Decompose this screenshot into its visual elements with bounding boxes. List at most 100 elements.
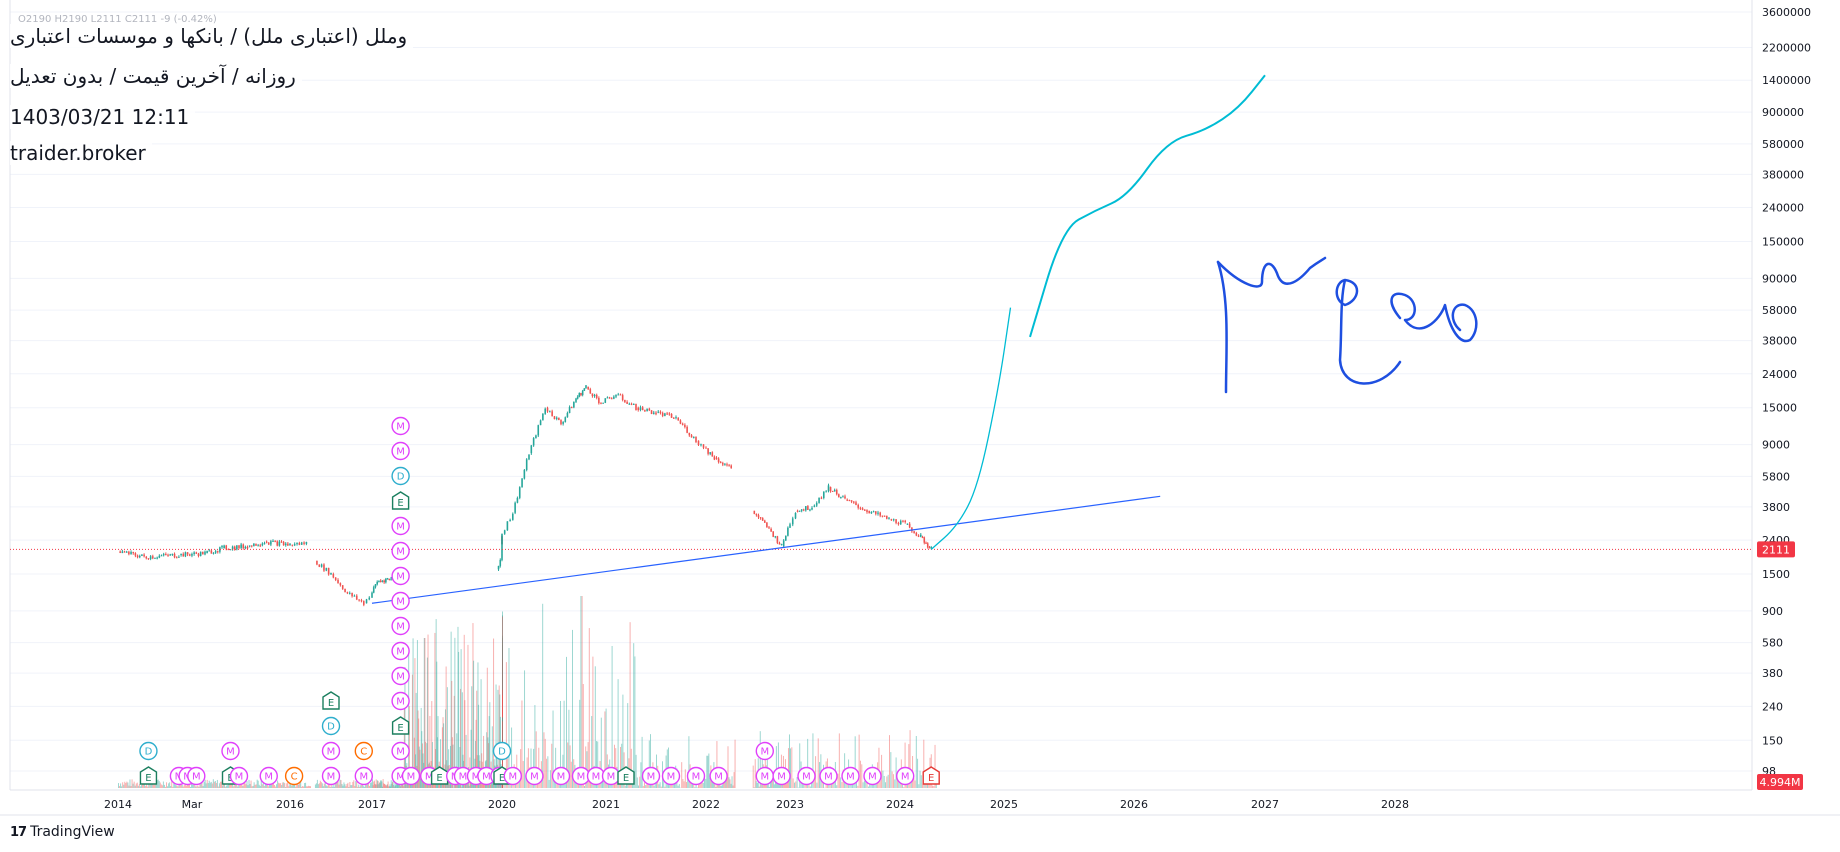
candle-body: [141, 554, 143, 556]
volume-bar: [360, 785, 362, 788]
volume-bar: [162, 781, 164, 788]
time-tick-label: 2024: [886, 798, 914, 811]
candle-body: [587, 386, 589, 390]
candle-body: [787, 527, 789, 536]
volume-bar: [420, 778, 422, 788]
volume-bar: [759, 731, 761, 788]
candle-body: [390, 578, 392, 580]
volume-bar: [483, 783, 485, 788]
price-tick-label: 240: [1762, 700, 1783, 713]
candle-body: [626, 401, 628, 404]
candle-body: [386, 578, 389, 580]
candle-body: [585, 385, 587, 389]
volume-bar: [289, 783, 291, 788]
volume-bar: [420, 707, 422, 788]
candle-body: [807, 506, 809, 510]
volume-bar: [314, 784, 316, 788]
volume-bar: [276, 784, 278, 788]
volume-bar: [840, 777, 842, 788]
candle-body: [193, 552, 195, 555]
candle-body: [677, 418, 680, 421]
volume-bar: [495, 684, 497, 788]
volume-bar: [449, 780, 451, 788]
volume-bar: [155, 784, 157, 788]
volume-bar: [567, 742, 569, 788]
volume-bar: [721, 785, 723, 788]
volume-bar: [734, 739, 736, 788]
volume-bar: [376, 784, 378, 788]
candle-body: [595, 394, 598, 398]
candle-body: [544, 408, 546, 414]
volume-bar: [325, 785, 327, 788]
volume-bar: [233, 786, 235, 788]
volume-bar: [122, 782, 124, 788]
volume-bar: [423, 638, 425, 788]
volume-bar: [353, 780, 355, 788]
event-marker-meeting-icon: [321, 741, 341, 761]
candle-body: [668, 413, 671, 415]
volume-bar: [285, 786, 287, 788]
volume-bar: [914, 780, 916, 788]
volume-bar: [319, 780, 321, 788]
volume-bar: [275, 786, 277, 788]
candle-body: [755, 513, 758, 516]
volume-bar: [231, 784, 233, 788]
volume-bar: [362, 784, 364, 788]
tradingview-logo[interactable]: 𝟭𝟳 TradingView: [10, 824, 115, 840]
volume-bar: [895, 757, 897, 788]
candle-body: [684, 424, 686, 427]
volume-bar: [620, 746, 621, 788]
volume-bar: [475, 719, 477, 788]
volume-bar: [318, 783, 320, 788]
volume-bar: [524, 670, 526, 788]
candle-body: [219, 547, 221, 552]
volume-bar: [445, 709, 447, 788]
volume-bar: [393, 785, 395, 788]
volume-bar: [187, 783, 189, 788]
volume-bar: [434, 632, 436, 788]
candle-body: [123, 551, 126, 553]
candle-body: [796, 510, 799, 512]
volume-bar: [452, 744, 454, 788]
volume-bar: [795, 781, 797, 788]
volume-bar: [349, 782, 351, 788]
volume-bar: [418, 718, 420, 788]
candle-body: [617, 394, 620, 396]
volume-bar: [176, 785, 178, 788]
volume-bar: [660, 786, 662, 788]
volume-bar: [299, 782, 301, 788]
volume-bar: [286, 783, 288, 788]
volume-bar: [845, 782, 847, 788]
candle-body: [761, 518, 764, 521]
volume-bar: [137, 785, 139, 788]
volume-bar: [502, 635, 503, 788]
event-marker-earnings-icon: [430, 766, 449, 785]
volume-bar: [457, 626, 459, 788]
volume-bar: [244, 782, 246, 788]
volume-bar: [228, 784, 230, 788]
volume-bar: [250, 780, 252, 788]
symbol-title[interactable]: وملل (اعتباری ملل) / بانکها و موسسات اعت…: [10, 24, 414, 48]
candle-body: [785, 535, 787, 541]
candle-body: [780, 543, 783, 545]
candle-body: [602, 402, 604, 404]
volume-bar: [923, 739, 925, 788]
time-tick-label: 2025: [990, 798, 1018, 811]
candle-body: [236, 545, 238, 550]
volume-bar: [502, 786, 503, 788]
volume-bar: [351, 785, 353, 788]
volume-bar: [852, 782, 854, 788]
volume-bar: [394, 781, 396, 788]
volume-bar: [878, 747, 880, 788]
candle-body: [132, 551, 135, 554]
volume-bar: [531, 782, 533, 788]
time-tick-label: 2026: [1120, 798, 1148, 811]
candle-body: [344, 588, 346, 593]
candle-body: [521, 478, 523, 488]
volume-bar: [136, 782, 138, 788]
volume-bar: [461, 787, 463, 788]
event-marker-dividend-icon: [139, 741, 158, 761]
candle-body: [291, 544, 294, 546]
candle-body: [608, 397, 611, 399]
